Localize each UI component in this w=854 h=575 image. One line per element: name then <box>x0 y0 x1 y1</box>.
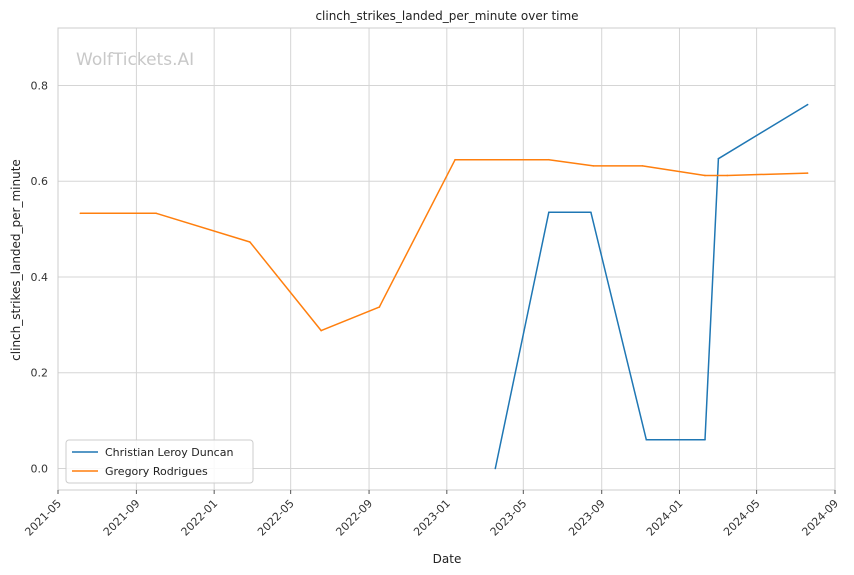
data-point-gregory-rodrigues <box>704 174 706 177</box>
y-tick-label: 0.8 <box>31 79 49 92</box>
data-point-gregory-rodrigues <box>320 329 323 332</box>
series-line-gregory-rodrigues <box>80 158 808 332</box>
legend: Christian Leroy Duncan Gregory Rodrigues <box>65 439 254 484</box>
data-point-christian-leroy-duncan <box>494 467 497 470</box>
y-tick-label: 0.2 <box>31 367 49 380</box>
legend-label-gregory-rodrigues: Gregory Rodrigues <box>105 465 208 478</box>
legend-box <box>65 439 254 484</box>
data-point-christian-leroy-duncan <box>806 103 809 106</box>
data-point-gregory-rodrigues <box>641 165 644 167</box>
data-point-gregory-rodrigues <box>454 158 456 161</box>
data-point-christian-leroy-duncan <box>590 211 592 214</box>
data-point-christian-leroy-duncan <box>548 211 550 214</box>
y-tick-label: 0.0 <box>31 462 49 475</box>
data-point-gregory-rodrigues <box>378 306 381 308</box>
legend-label-christian-leroy-duncan: Christian Leroy Duncan <box>105 446 233 459</box>
chart-title: clinch_strikes_landed_per_minute over ti… <box>315 9 578 23</box>
series-lines <box>79 103 809 470</box>
data-point-gregory-rodrigues <box>726 174 729 177</box>
data-point-gregory-rodrigues <box>249 241 251 243</box>
data-point-christian-leroy-duncan <box>645 438 648 441</box>
y-tick-label: 0.4 <box>31 271 49 284</box>
y-axis-label: clinch_strikes_landed_per_minute <box>9 159 23 361</box>
data-point-christian-leroy-duncan <box>704 438 706 441</box>
watermark-text: WolfTickets.AI <box>76 50 194 70</box>
data-point-gregory-rodrigues <box>548 158 550 161</box>
y-tick-label: 0.6 <box>31 175 49 188</box>
data-point-gregory-rodrigues <box>79 212 82 215</box>
x-axis-label: Date <box>433 552 462 566</box>
data-point-gregory-rodrigues <box>155 212 157 215</box>
data-point-gregory-rodrigues <box>592 165 595 167</box>
data-point-christian-leroy-duncan <box>717 157 720 160</box>
data-point-gregory-rodrigues <box>806 172 809 174</box>
